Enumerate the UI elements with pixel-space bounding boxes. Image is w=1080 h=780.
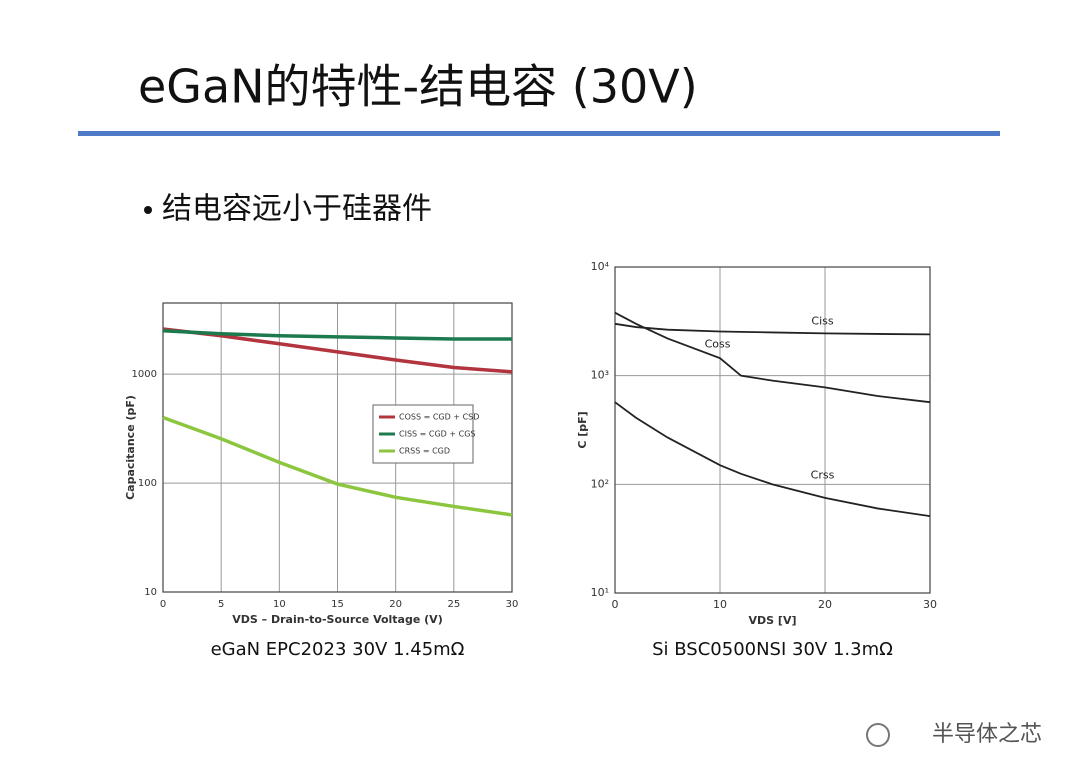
y-tick-label: 10² [591,477,609,490]
chart-caption: Si BSC0500NSI 30V 1.3mΩ [652,639,893,660]
y-tick-label: 10⁴ [591,260,610,273]
series-label: Crss [811,468,835,481]
legend-label: COSS = CGD + CSD [399,413,479,422]
x-tick-label: 10 [713,598,727,611]
series-label: Coss [705,337,731,350]
plot-frame [614,266,931,594]
chart-caption: eGaN EPC2023 30V 1.45mΩ [211,639,465,660]
x-tick-label: 20 [818,598,832,611]
x-tick-label: 30 [506,599,519,610]
y-tick-label: 10¹ [591,586,609,599]
series-line [614,401,931,518]
legend-label: CISS = CGD + CGS [399,430,476,439]
y-axis-label: Capacitance (pF) [124,395,137,500]
x-tick-label: 30 [923,598,937,611]
y-tick-label: 100 [138,478,157,489]
bullet-text: 结电容远小于硅器件 [162,192,432,227]
title-rule [78,131,1000,136]
x-tick-label: 0 [612,598,619,611]
x-axis-label: VDS – Drain-to-Source Voltage (V) [232,613,442,626]
y-tick-label: 10 [144,587,157,598]
series-line [614,311,931,404]
x-tick-label: 5 [218,599,224,610]
x-tick-label: 15 [331,599,344,610]
y-tick-label: 1000 [132,369,157,380]
watermark: 半导体之芯 [932,722,1042,747]
watermark-icon [866,723,890,747]
x-tick-label: 10 [273,599,286,610]
series-line [162,415,513,517]
bullet-dot [144,206,152,214]
x-tick-label: 20 [389,599,402,610]
legend-label: CRSS = CGD [399,447,450,456]
series-label: Ciss [811,314,833,327]
y-tick-label: 10³ [591,369,609,382]
series-line [162,327,513,374]
x-tick-label: 25 [447,599,460,610]
x-axis-label: VDS [V] [749,614,797,627]
series-line [162,329,512,341]
plot-frame [162,302,513,593]
x-tick-label: 0 [160,599,166,610]
y-axis-label: C [pF] [576,411,589,448]
slide-title: eGaN的特性-结电容 (30V) [138,60,698,114]
